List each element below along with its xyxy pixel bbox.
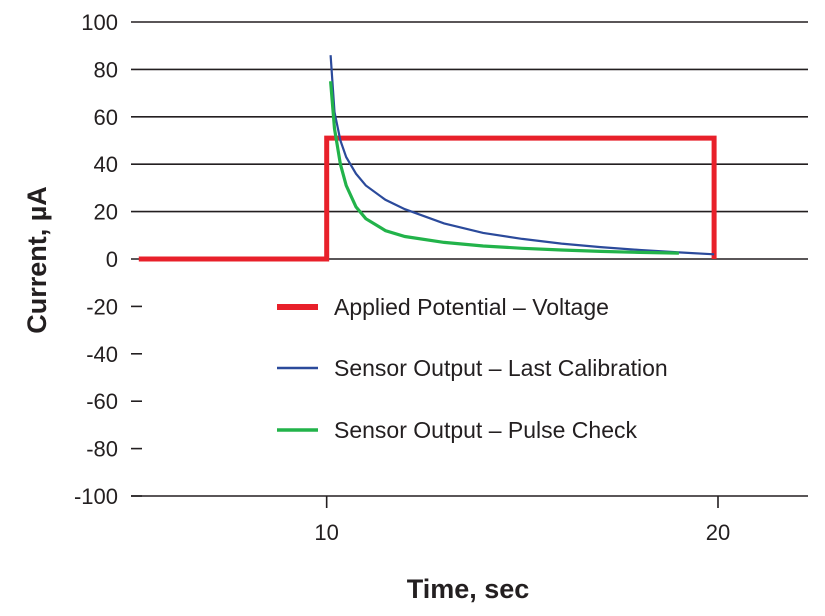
y-axis-title: Current, µA (22, 186, 52, 334)
y-tick-label: -60 (86, 389, 118, 414)
x-tick-label: 20 (706, 520, 730, 545)
series-line (138, 135, 717, 262)
axes: 100 80 60 40 20 0 -20 -40 -60 -80 -100 10 20 (74, 10, 808, 545)
y-tick-label: 40 (94, 152, 118, 177)
y-tick-label: -80 (86, 437, 118, 462)
x-tick-label: 10 (314, 520, 338, 545)
series-lines (138, 55, 717, 262)
y-tick-label: 0 (106, 247, 118, 272)
legend-label: Sensor Output – Last Calibration (334, 355, 668, 381)
y-tick-label: 60 (94, 105, 118, 130)
y-tick-label: -100 (74, 484, 118, 509)
x-axis-title: Time, sec (407, 574, 530, 604)
legend-label: Sensor Output – Pulse Check (334, 417, 637, 443)
series-line (329, 55, 715, 256)
grid-lines (131, 21, 808, 213)
legend: Applied Potential – Voltage Sensor Output… (277, 294, 668, 443)
y-tick-label: -20 (86, 294, 118, 319)
series-line (329, 81, 679, 255)
y-tick-label: 80 (94, 57, 118, 82)
y-tick-label: 100 (81, 10, 118, 35)
y-tick-label: 20 (94, 200, 118, 225)
legend-label: Applied Potential – Voltage (334, 294, 609, 320)
y-tick-label: -40 (86, 342, 118, 367)
